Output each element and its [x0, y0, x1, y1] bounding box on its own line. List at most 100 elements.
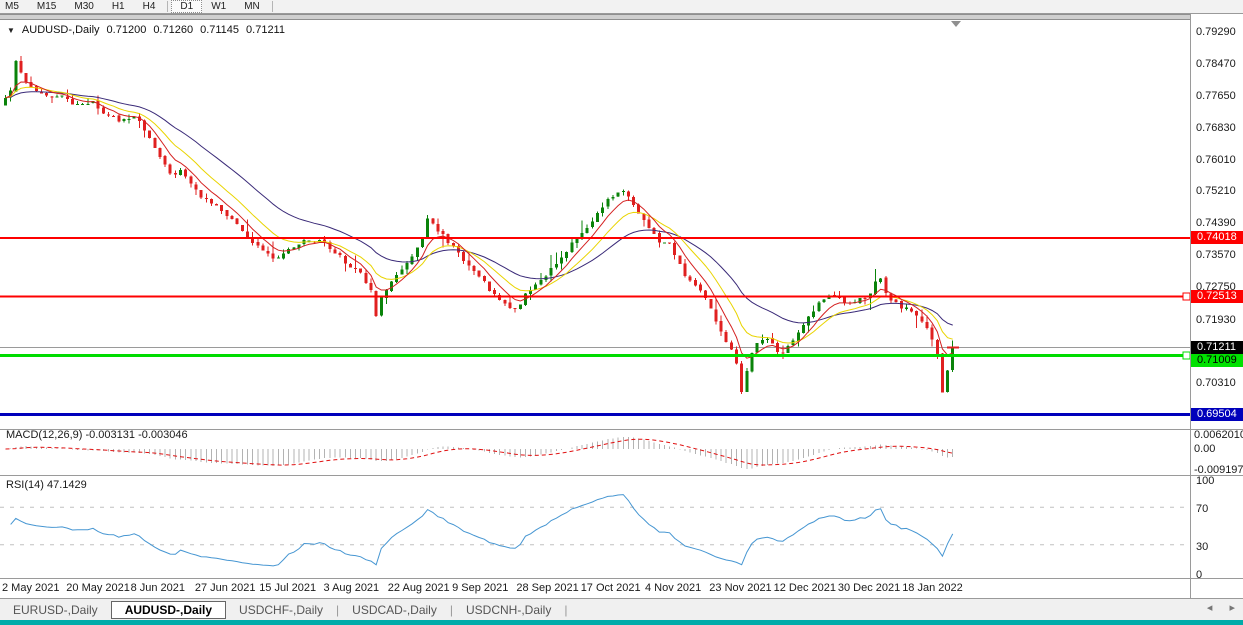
candle-body — [559, 257, 563, 264]
candle-body — [415, 247, 419, 258]
timeframe-button-w1[interactable]: W1 — [211, 1, 227, 12]
candle-body — [518, 304, 522, 309]
timeframe-button-m30[interactable]: M30 — [74, 1, 94, 12]
candle-body — [946, 370, 950, 393]
candle-body — [215, 203, 219, 206]
candle-body — [951, 347, 955, 371]
tab-usdchf[interactable]: USDCHF-,Daily — [239, 602, 324, 617]
candle-body — [117, 115, 121, 122]
candle-body — [451, 242, 455, 247]
candle-body — [781, 352, 785, 354]
line-handle[interactable] — [1182, 292, 1191, 301]
macd-axis-tick: 0.00 — [1194, 443, 1216, 455]
candle-body — [771, 337, 775, 344]
candle-body — [132, 116, 136, 119]
moving-average-fast — [5, 81, 953, 359]
candle-body — [55, 96, 59, 98]
candle-body — [523, 293, 527, 306]
candle-body — [678, 255, 682, 265]
candle-body — [570, 242, 574, 253]
candle-body — [575, 238, 579, 244]
candle-body — [235, 218, 239, 225]
candle-body — [935, 339, 939, 354]
candle-body — [801, 325, 805, 334]
candle-body — [508, 302, 512, 309]
tab-usdcad[interactable]: USDCAD-,Daily — [352, 602, 437, 617]
candle-body — [590, 221, 594, 227]
chart-shift-marker-icon[interactable] — [951, 21, 961, 27]
candle-body — [184, 169, 188, 177]
rsi-axis-tick: 30 — [1196, 540, 1209, 553]
timeframe-button-d1[interactable]: D1 — [171, 0, 203, 13]
date-axis-label: 17 Oct 2021 — [580, 582, 641, 594]
date-axis-label: 4 Nov 2021 — [645, 582, 702, 594]
tab-separator: | — [564, 602, 568, 617]
candle-body — [745, 371, 749, 392]
candle-body — [359, 268, 363, 273]
date-axis-label: 23 Nov 2021 — [709, 582, 772, 594]
candle-body — [611, 197, 615, 199]
ohlc-close-value: 0.71211 — [246, 24, 285, 36]
status-strip — [0, 620, 1243, 625]
candle-body — [70, 99, 74, 105]
candle-body — [467, 260, 471, 266]
timeframe-button-h1[interactable]: H1 — [111, 1, 125, 12]
line-handle[interactable] — [1182, 351, 1191, 360]
timeframe-button-m5[interactable]: M5 — [5, 1, 19, 12]
chart-horizontal-scrollbar[interactable] — [0, 14, 1190, 20]
candle-body — [137, 116, 141, 121]
candle-body — [369, 282, 373, 291]
candle-body — [796, 332, 800, 341]
candle-body — [894, 299, 898, 302]
moving-average-slow — [5, 91, 953, 326]
candle-body — [374, 290, 378, 317]
date-axis-label: 3 Aug 2021 — [323, 582, 380, 594]
tabs-scroll-left-icon[interactable]: ◂ — [1206, 602, 1213, 614]
timeframe-button-h4[interactable]: H4 — [142, 1, 156, 12]
candle-body — [65, 96, 69, 100]
tabs-scroll-right-icon[interactable]: ▸ — [1229, 602, 1235, 614]
tab-usdcnh[interactable]: USDCNH-,Daily — [465, 602, 552, 617]
candle-body — [668, 242, 672, 244]
candle-body — [487, 281, 491, 291]
candle-body — [493, 290, 497, 295]
price-axis-tick: 0.74390 — [1196, 217, 1236, 230]
date-axis-label: 8 Jun 2021 — [130, 582, 186, 594]
candle-body — [817, 302, 821, 312]
candle-body — [879, 278, 883, 282]
candle-body — [740, 363, 744, 393]
candle-body — [513, 307, 517, 309]
candle-body — [225, 210, 229, 217]
candle-body — [29, 82, 33, 87]
candle-body — [276, 257, 280, 259]
candle-body — [858, 297, 862, 303]
candle-body — [240, 225, 244, 232]
price-axis-tick: 0.71930 — [1196, 313, 1236, 326]
candle-body — [503, 299, 507, 304]
candle-body — [354, 268, 358, 270]
timeframe-button-m15[interactable]: M15 — [36, 1, 57, 12]
date-axis-label: 20 May 2021 — [66, 582, 130, 594]
chart-symbol-label: AUDUSD-,Daily — [21, 24, 100, 36]
timeframe-button-mn[interactable]: MN — [244, 1, 260, 12]
candle-body — [529, 290, 533, 295]
price-axis-tick: 0.78470 — [1196, 58, 1236, 71]
price-axis-tick: 0.76010 — [1196, 154, 1236, 167]
candle-body — [106, 114, 110, 116]
chevron-down-icon[interactable]: ▼ — [7, 25, 15, 35]
toolbar-separator — [167, 1, 169, 12]
candle-body — [832, 295, 836, 297]
candle-body — [441, 231, 445, 235]
price-axis-tick: 0.70310 — [1196, 376, 1236, 389]
date-axis-label: 28 Sep 2021 — [516, 582, 579, 594]
candle-body — [704, 290, 708, 299]
candle-body — [899, 301, 903, 309]
candle-body — [209, 199, 213, 204]
price-line-tag: 0.72513 — [1191, 290, 1243, 304]
candle-body — [420, 238, 424, 247]
candle-body — [24, 73, 28, 83]
tab-eurusd[interactable]: EURUSD-,Daily — [13, 602, 98, 617]
candle-body — [148, 130, 152, 139]
tab-audusd[interactable]: AUDUSD-,Daily — [110, 600, 227, 619]
